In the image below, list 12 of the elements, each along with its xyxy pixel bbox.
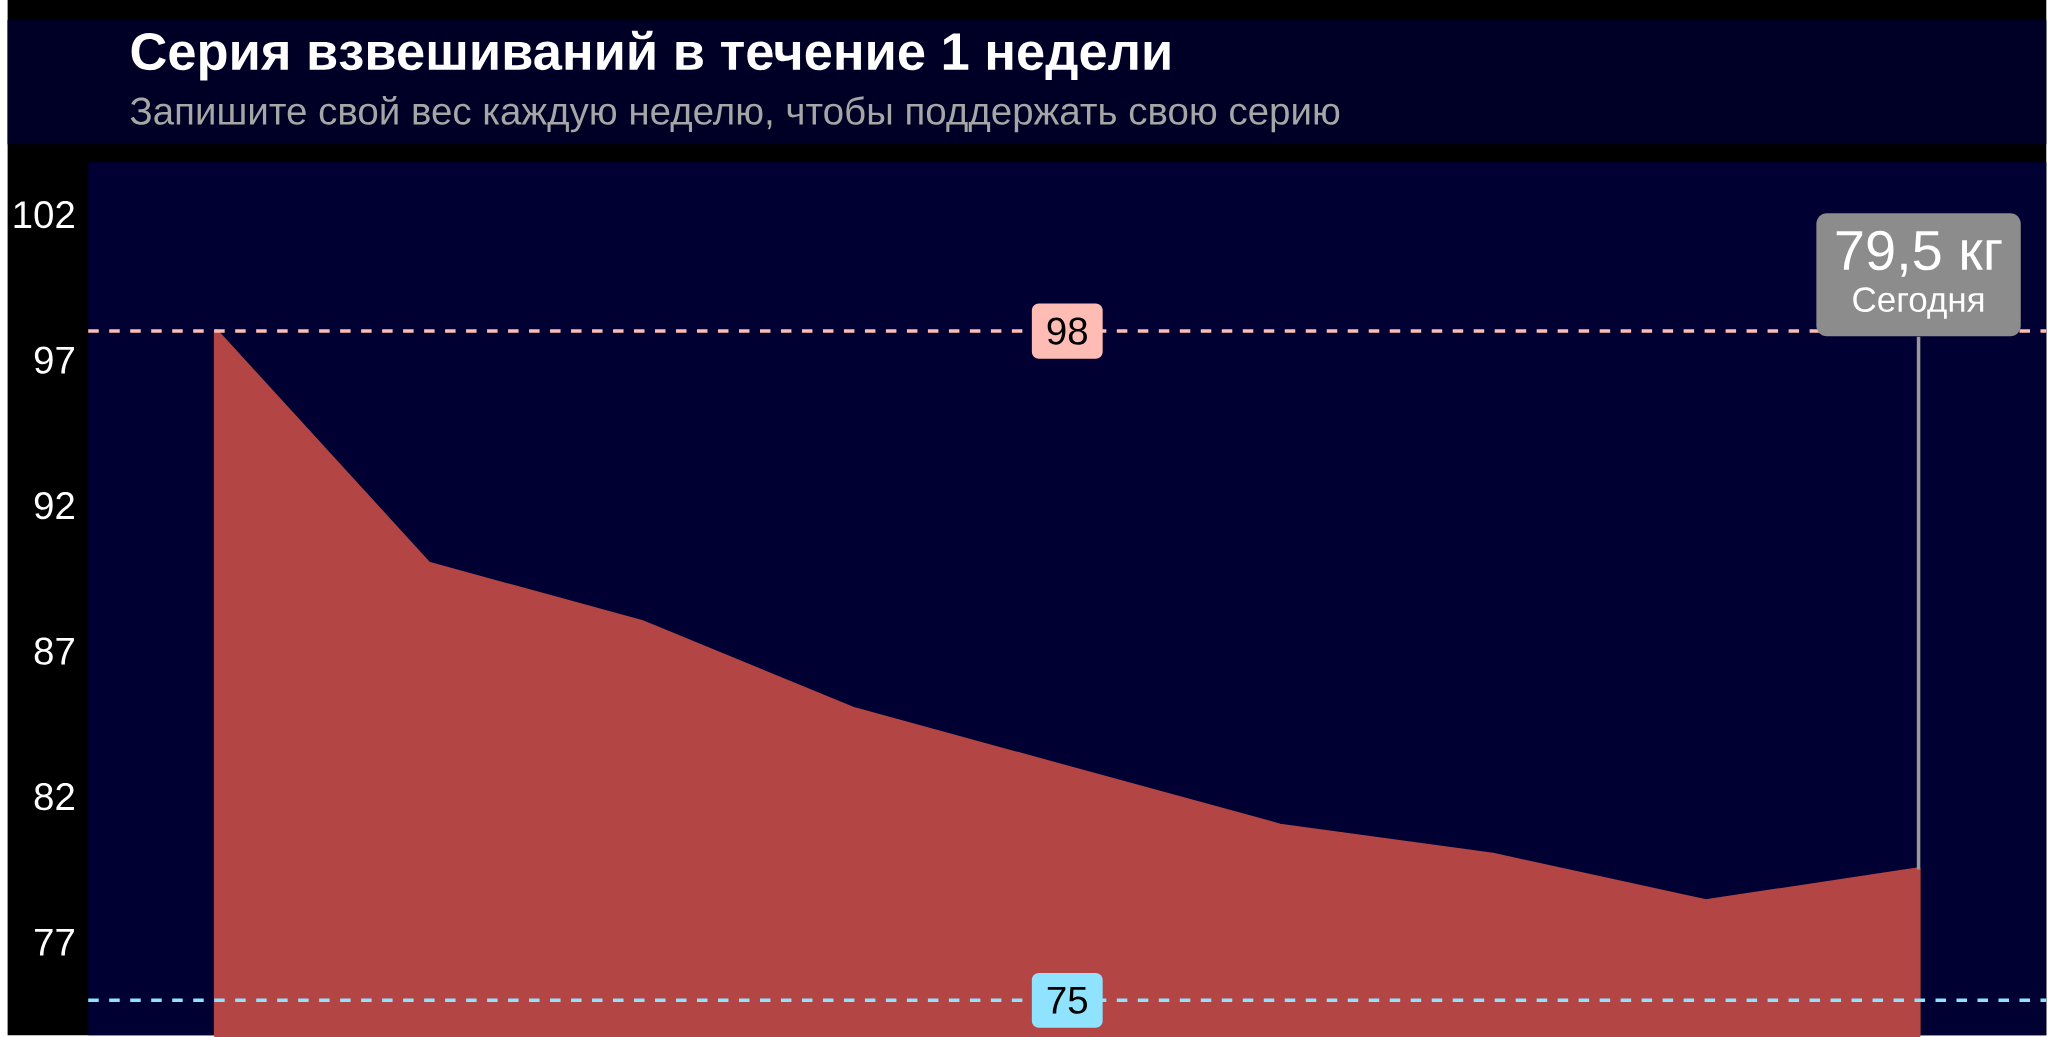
chart-subtitle: Запишите свой вес каждую неделю, чтобы поддержать свою серию <box>130 95 1340 133</box>
y-tick-label: 92 <box>34 491 74 520</box>
y-tick-label: 77 <box>35 928 74 956</box>
y-tick-label: 87 <box>34 637 74 665</box>
y-tick-label: 82 <box>34 782 74 811</box>
chart-title: Серия взвешиваний в течение 1 недели <box>131 30 1170 81</box>
ref-line-label: 98 <box>1047 317 1087 345</box>
annotation: Сегодня <box>1853 287 1984 319</box>
annotation: 79,5 кг <box>1836 230 2002 277</box>
ref-line-label: 75 <box>1047 986 1087 1014</box>
y-tick-label: 102 <box>14 200 74 229</box>
y-tick-label: 97 <box>34 346 74 374</box>
